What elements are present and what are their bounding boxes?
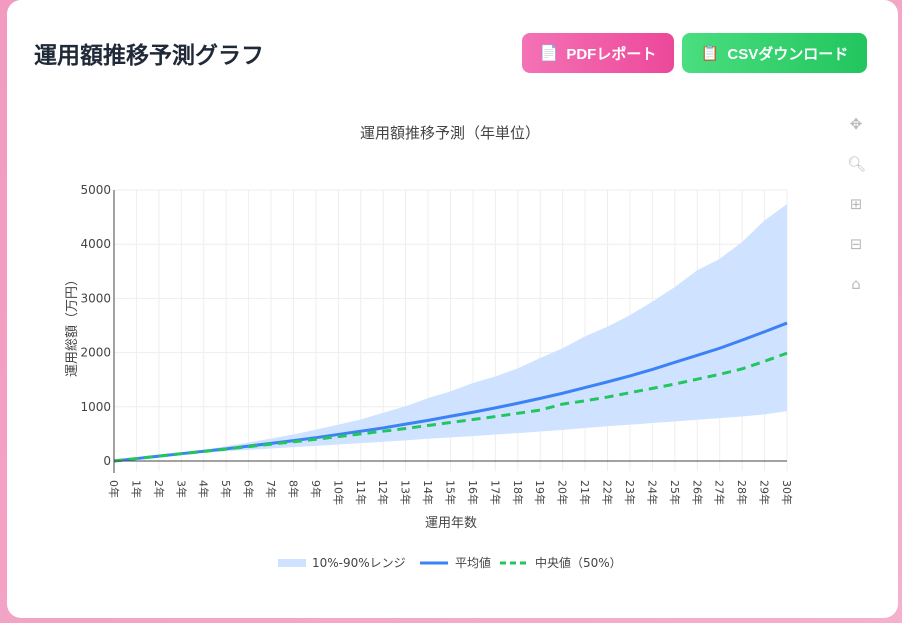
legend-label: 中央値（50%） [535,555,622,570]
chart-modebar: ✥ 🔍︎ ⊞ ⊟ ⌂ [847,115,867,315]
x-tick-label: 5年 [219,480,233,498]
clipboard-icon: 📋 [700,45,720,62]
x-tick-label: 12年 [376,480,390,505]
x-tick-label: 16年 [466,480,480,505]
zoom-icon[interactable]: 🔍︎ [847,155,867,173]
y-axis-title: 運用総額（万円） [65,273,80,377]
x-tick-label: 14年 [421,480,435,505]
x-tick-label: 11年 [354,480,368,505]
legend-label: 平均値 [455,555,491,570]
legend-band-swatch [278,559,306,567]
x-tick-label: 21年 [578,480,592,505]
x-tick-label: 0年 [107,480,121,498]
x-tick-label: 19年 [533,480,547,505]
range-band [114,204,787,462]
x-tick-label: 26年 [690,480,704,505]
x-tick-label: 15年 [444,480,458,505]
y-tick-label: 0 [103,454,111,468]
zoom-out-icon[interactable]: ⊟ [849,235,863,253]
x-tick-label: 6年 [242,480,256,498]
chart-title: 運用額推移予測（年単位） [360,124,540,142]
pdf-report-label: PDFレポート [566,45,657,63]
x-tick-label: 10年 [331,480,345,505]
pan-icon[interactable]: ✥ [849,115,863,133]
y-tick-label: 3000 [80,291,111,305]
x-tick-label: 4年 [197,480,211,498]
x-axis-title: 運用年数 [425,516,477,531]
x-tick-label: 3年 [174,480,188,498]
x-tick-label: 27年 [713,480,727,505]
x-tick-label: 28年 [735,480,749,505]
x-tick-label: 20年 [556,480,570,505]
y-tick-label: 1000 [80,400,111,414]
x-tick-label: 7年 [264,480,278,498]
x-tick-label: 8年 [286,480,300,498]
y-tick-label: 4000 [80,237,111,251]
x-tick-label: 18年 [511,480,525,505]
x-tick-label: 9年 [309,480,323,498]
x-tick-label: 25年 [668,480,682,505]
home-icon[interactable]: ⌂ [851,275,861,293]
x-tick-label: 17年 [488,480,502,505]
page-title: 運用額推移予測グラフ [34,43,264,69]
csv-download-label: CSVダウンロード [727,45,849,63]
csv-download-button[interactable]: 📋 CSVダウンロード [682,33,867,73]
legend-label: 10%-90%レンジ [312,556,406,570]
x-tick-label: 22年 [601,480,615,505]
y-tick-label: 2000 [80,346,111,360]
x-tick-label: 29年 [758,480,772,505]
document-icon: 📄 [539,45,559,62]
x-tick-label: 30年 [780,480,794,505]
zoom-in-icon[interactable]: ⊞ [849,195,863,213]
series-line [113,351,788,463]
x-tick-label: 2年 [152,480,166,498]
y-tick-label: 5000 [80,183,111,197]
x-tick-label: 13年 [399,480,413,505]
x-tick-label: 24年 [645,480,659,505]
x-tick-label: 1年 [129,480,143,498]
pdf-report-button[interactable]: 📄 PDFレポート [522,33,674,73]
x-tick-label: 23年 [623,480,637,505]
